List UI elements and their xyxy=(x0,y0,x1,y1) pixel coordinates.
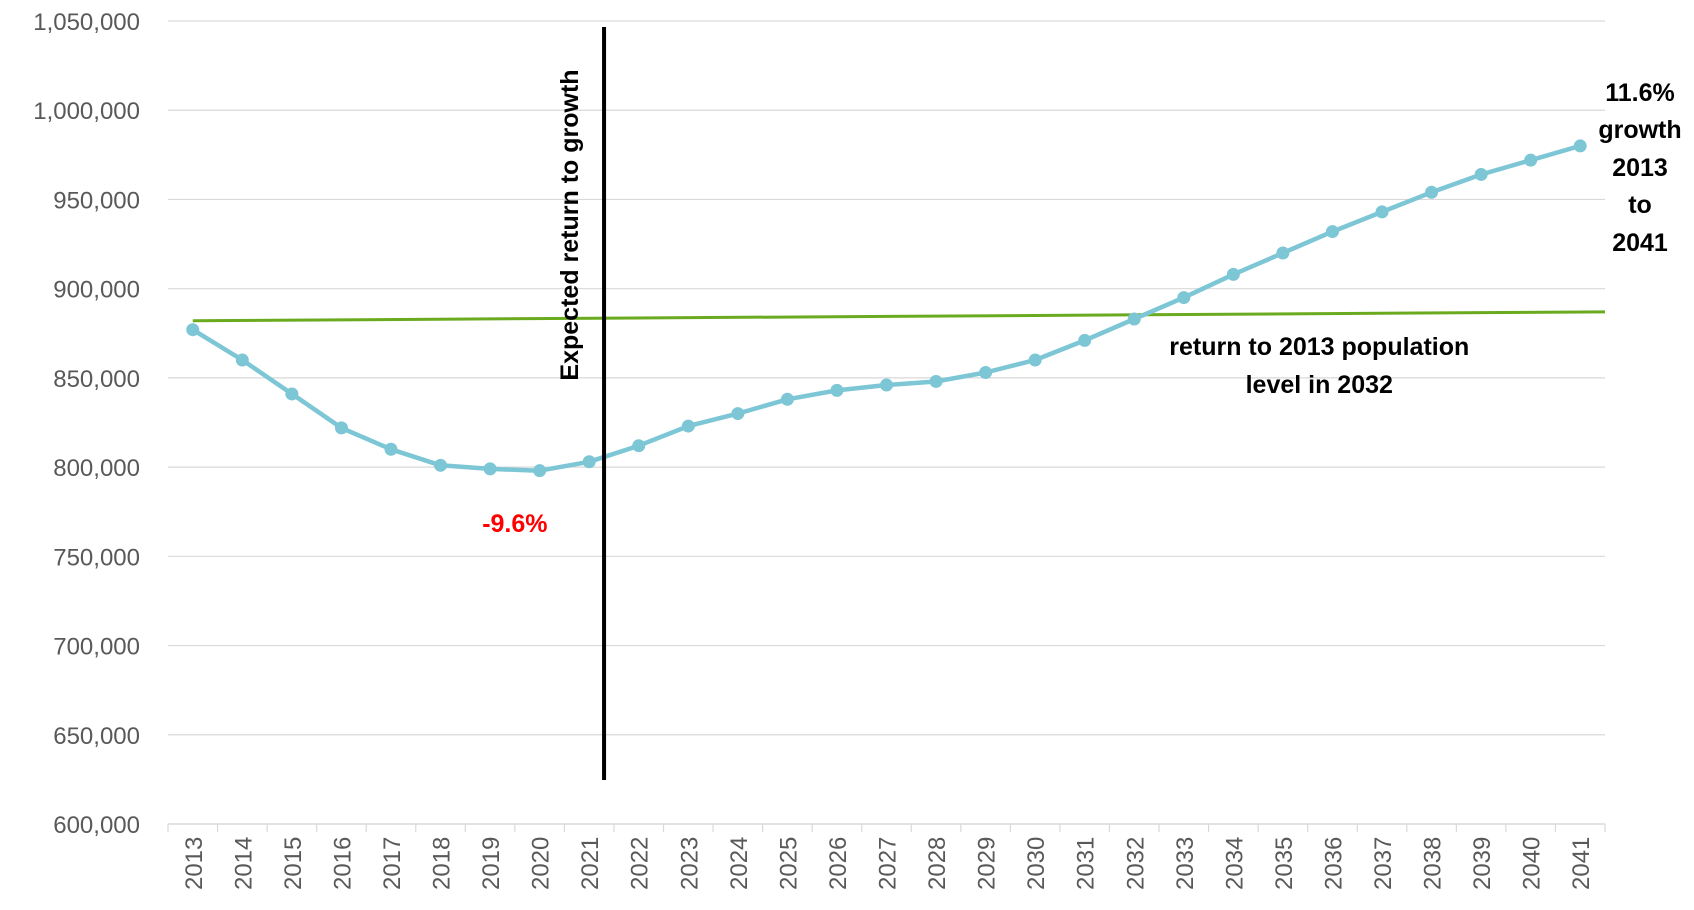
y-tick-label: 800,000 xyxy=(53,455,140,482)
data-point xyxy=(780,392,794,406)
data-point xyxy=(1028,353,1042,367)
x-tick-label: 2016 xyxy=(329,837,356,890)
data-point xyxy=(929,374,943,388)
x-tick-label: 2036 xyxy=(1320,837,1347,890)
data-point xyxy=(979,366,993,380)
data-point xyxy=(1375,205,1389,219)
x-tick-label: 2035 xyxy=(1271,837,1298,890)
growth-annotation-line: 2041 xyxy=(1612,229,1668,257)
crossing-annotation-line2: level in 2032 xyxy=(1246,371,1393,399)
return-to-growth-label: Expected return to growth xyxy=(556,69,584,380)
data-point xyxy=(483,462,497,476)
x-tick-label: 2024 xyxy=(726,837,753,890)
x-tick-label: 2039 xyxy=(1469,837,1496,890)
x-tick-label: 2025 xyxy=(775,837,802,890)
data-point xyxy=(235,353,249,367)
y-tick-label: 850,000 xyxy=(53,366,140,393)
series-line xyxy=(191,143,1581,473)
y-tick-label: 1,050,000 xyxy=(33,9,140,36)
x-tick-label: 2040 xyxy=(1519,837,1546,890)
x-tick-label: 2026 xyxy=(825,837,852,890)
population-series xyxy=(186,139,1587,478)
y-tick-label: 950,000 xyxy=(53,187,140,214)
growth-annotation-line: growth xyxy=(1598,116,1681,144)
x-tick-label: 2022 xyxy=(627,837,654,890)
data-point xyxy=(1078,333,1092,347)
x-tick-label: 2032 xyxy=(1122,837,1149,890)
y-tick-label: 750,000 xyxy=(53,544,140,571)
x-tick-label: 2013 xyxy=(181,837,208,890)
growth-annotation: 11.6% growth 2013 to 2041 xyxy=(1598,79,1681,257)
x-tick-label: 2017 xyxy=(379,837,406,890)
y-tick-label: 900,000 xyxy=(53,277,140,304)
data-point xyxy=(384,442,398,456)
growth-annotation-line: 11.6% xyxy=(1605,79,1675,107)
data-point xyxy=(285,387,299,401)
crossing-annotation-line1: return to 2013 population xyxy=(1169,333,1469,361)
x-tick-label: 2018 xyxy=(429,837,456,890)
data-point xyxy=(1425,185,1439,199)
x-tick-label: 2033 xyxy=(1172,837,1199,890)
x-tick-label: 2015 xyxy=(280,837,307,890)
growth-annotation-line: 2013 xyxy=(1612,154,1668,182)
x-tick-label: 2031 xyxy=(1073,837,1100,890)
data-point xyxy=(582,455,596,469)
minimum-change-label: -9.6% xyxy=(482,510,547,538)
data-point xyxy=(880,378,893,392)
data-point xyxy=(533,464,547,478)
x-tick-label: 2038 xyxy=(1420,837,1447,890)
x-tick-label: 2030 xyxy=(1023,837,1050,890)
y-tick-label: 700,000 xyxy=(53,634,140,661)
x-axis-tick-labels: 2013 2014 2015 2016 2017 2018 2019 2020 2021 2022… xyxy=(167,824,1606,890)
x-tick-label: 2028 xyxy=(924,837,951,890)
x-tick-label: 2037 xyxy=(1370,837,1397,890)
x-tick-label: 2041 xyxy=(1568,837,1595,890)
x-tick-label: 2029 xyxy=(974,837,1001,890)
y-tick-label: 1,000,000 xyxy=(33,98,140,125)
data-point xyxy=(1226,267,1240,281)
data-point xyxy=(434,458,448,472)
data-point xyxy=(1524,153,1538,167)
x-tick-label: 2021 xyxy=(577,837,604,890)
data-point xyxy=(1276,246,1290,260)
x-tick-label: 2023 xyxy=(676,837,703,890)
data-point xyxy=(1177,291,1191,305)
data-point xyxy=(1474,167,1488,181)
x-tick-label: 2034 xyxy=(1221,837,1248,890)
x-tick-label: 2014 xyxy=(230,837,257,890)
y-tick-label: 650,000 xyxy=(53,723,140,750)
data-point xyxy=(731,407,745,421)
growth-annotation-line: to xyxy=(1628,191,1652,219)
x-tick-label: 2020 xyxy=(528,837,555,890)
data-point xyxy=(681,419,695,433)
y-tick-label: 600,000 xyxy=(53,812,140,839)
reference-line-2013-level xyxy=(192,310,1606,323)
y-axis-tick-labels: 600,000 650,000 700,000 750,000 800,000 850,0… xyxy=(33,9,140,839)
data-point xyxy=(1325,225,1339,239)
data-point xyxy=(186,323,200,337)
x-tick-label: 2019 xyxy=(478,837,505,890)
data-point xyxy=(334,421,348,435)
data-point xyxy=(1573,139,1587,153)
data-point xyxy=(632,439,646,453)
data-point xyxy=(830,383,844,397)
gridlines xyxy=(168,20,1605,736)
x-tick-label: 2027 xyxy=(875,837,902,890)
data-point xyxy=(1127,312,1141,326)
